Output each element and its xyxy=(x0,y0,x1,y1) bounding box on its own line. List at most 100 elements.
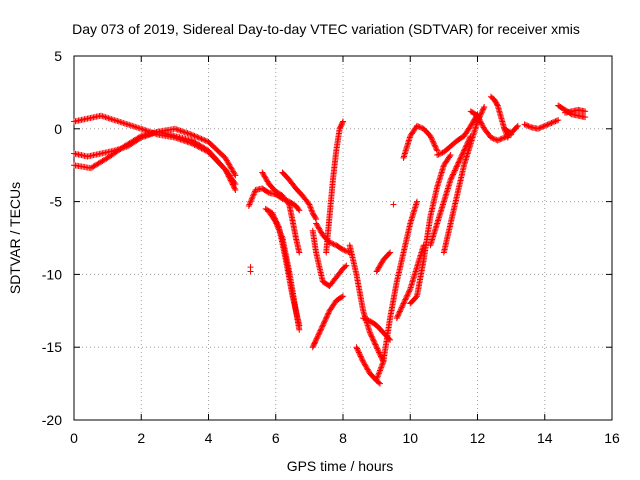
data-point xyxy=(202,137,209,144)
data-point xyxy=(376,349,383,356)
series-track-24 xyxy=(467,108,515,144)
data-point xyxy=(379,361,386,368)
data-point xyxy=(354,346,361,353)
series-track-19 xyxy=(407,152,454,307)
data-point xyxy=(263,177,270,184)
data-point xyxy=(370,337,377,344)
data-point xyxy=(428,134,435,141)
data-point xyxy=(430,139,437,146)
data-point xyxy=(136,133,143,140)
data-point xyxy=(263,175,270,182)
data-point xyxy=(317,228,324,235)
data-point xyxy=(582,108,589,115)
series-track-23 xyxy=(434,111,481,159)
data-point xyxy=(369,336,376,343)
data-point xyxy=(306,202,313,209)
series-track-16 xyxy=(373,198,420,383)
data-point xyxy=(324,311,331,318)
data-point xyxy=(376,367,383,374)
data-point xyxy=(232,172,239,179)
data-point xyxy=(551,118,558,125)
y-tick-label: -10 xyxy=(42,266,62,282)
data-point xyxy=(246,201,253,208)
data-point xyxy=(259,169,266,176)
data-point xyxy=(480,105,487,112)
data-point xyxy=(361,361,368,368)
data-point xyxy=(307,204,314,211)
data-point xyxy=(400,300,407,307)
data-point xyxy=(539,124,546,131)
data-point xyxy=(373,342,380,349)
data-point xyxy=(358,356,365,363)
data-point xyxy=(446,153,453,160)
data-point xyxy=(355,349,362,356)
data-point xyxy=(245,202,252,209)
data-point xyxy=(479,107,486,114)
data-point xyxy=(273,220,280,227)
data-point xyxy=(474,112,481,119)
data-point xyxy=(232,181,239,188)
data-point xyxy=(374,345,381,352)
data-point xyxy=(455,159,462,166)
data-point xyxy=(404,291,411,298)
data-point xyxy=(278,233,285,240)
data-point xyxy=(248,195,255,202)
data-point xyxy=(353,344,360,351)
data-point xyxy=(314,223,321,230)
data-point xyxy=(275,224,282,231)
data-point xyxy=(378,259,385,266)
data-point xyxy=(313,220,320,227)
data-point xyxy=(478,109,485,116)
series-track-3 xyxy=(71,128,239,188)
chart-title: Day 073 of 2019, Sidereal Day-to-day VTE… xyxy=(72,21,580,37)
data-point xyxy=(413,122,420,129)
data-point xyxy=(314,334,321,341)
data-point xyxy=(415,123,422,130)
data-point xyxy=(524,122,531,129)
data-point xyxy=(401,299,408,306)
data-point xyxy=(363,363,370,370)
series-track-26 xyxy=(501,122,521,137)
series-track-17 xyxy=(373,249,394,275)
data-point xyxy=(504,134,511,141)
series-track-15 xyxy=(360,315,394,343)
data-point xyxy=(358,354,365,361)
data-point xyxy=(450,170,457,177)
data-point xyxy=(522,122,529,129)
data-point xyxy=(401,297,408,304)
data-point xyxy=(250,192,257,199)
data-point xyxy=(319,322,326,329)
data-point xyxy=(308,207,315,214)
data-point xyxy=(375,265,382,272)
data-point xyxy=(357,353,364,360)
series-track-20 xyxy=(400,122,441,161)
data-point xyxy=(342,263,349,270)
data-point xyxy=(247,198,254,205)
data-point xyxy=(435,151,442,158)
data-point xyxy=(480,106,487,113)
data-point xyxy=(394,313,401,320)
data-point xyxy=(373,268,380,275)
data-point xyxy=(436,150,443,157)
y-tick-label: -20 xyxy=(42,412,62,428)
x-axis-label: GPS time / hours xyxy=(287,458,394,474)
x-tick-label: 12 xyxy=(470,430,486,446)
series-track-9 xyxy=(309,293,346,351)
data-point xyxy=(487,134,494,141)
data-point xyxy=(295,206,302,213)
data-point xyxy=(405,289,412,296)
data-point xyxy=(456,158,463,165)
data-point xyxy=(582,114,589,121)
data-point xyxy=(398,305,405,312)
data-point xyxy=(541,122,548,129)
data-point xyxy=(479,123,486,130)
data-point xyxy=(477,119,484,126)
data-point xyxy=(390,201,397,208)
y-tick-label: 0 xyxy=(54,121,62,137)
data-point xyxy=(194,134,201,141)
data-point xyxy=(447,176,454,183)
data-point xyxy=(521,121,528,128)
data-point xyxy=(478,120,485,127)
data-point xyxy=(260,170,267,177)
x-tick-label: 0 xyxy=(70,430,78,446)
